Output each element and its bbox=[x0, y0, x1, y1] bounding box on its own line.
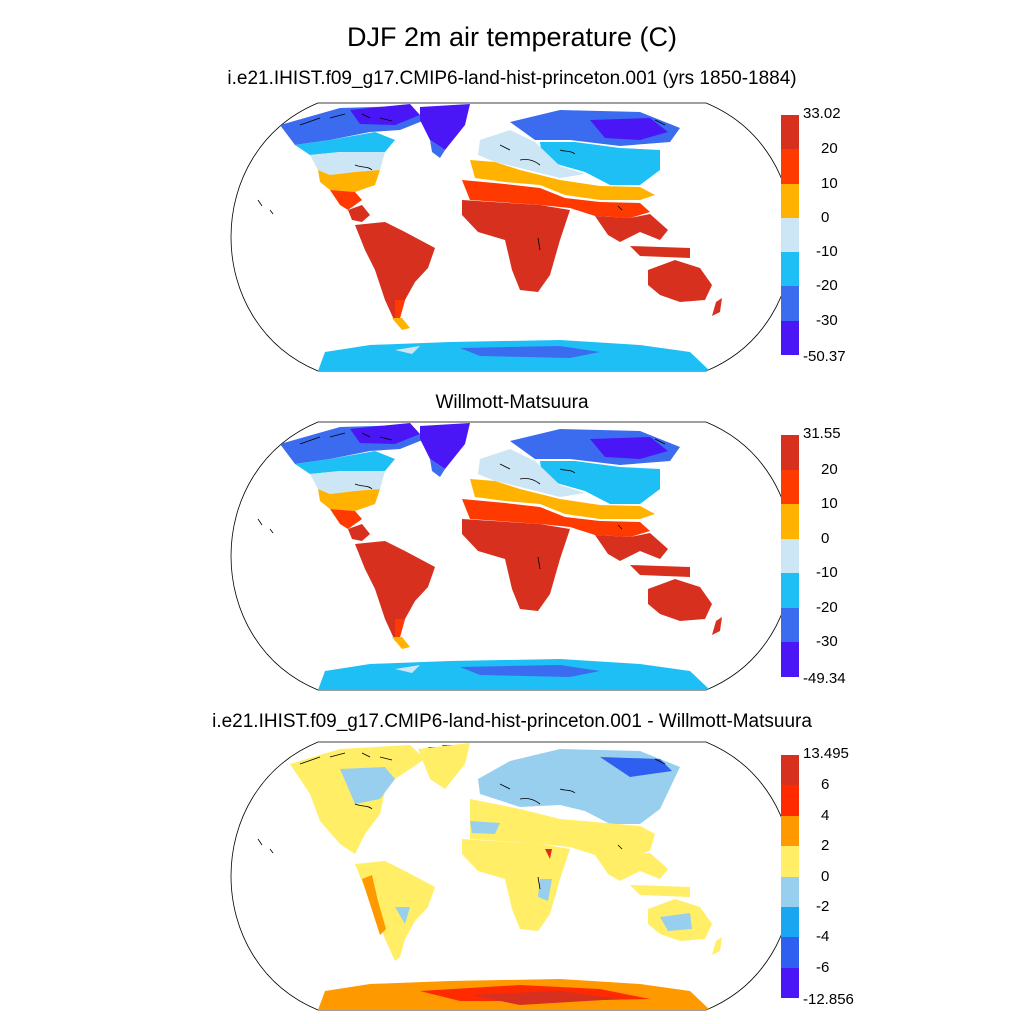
colorbar-box bbox=[781, 573, 799, 608]
colorbar-label: -30 bbox=[816, 633, 838, 651]
colorbar-box bbox=[781, 504, 799, 539]
figure-title: DJF 2m air temperature (C) bbox=[346, 22, 678, 52]
colorbar-label: -10 bbox=[816, 243, 838, 261]
map-model bbox=[230, 102, 794, 372]
colorbar-obs: 31.55 20 10 0 -10 -20 -30 -49.34 bbox=[781, 426, 871, 687]
colorbar-box bbox=[781, 846, 799, 877]
colorbar-diff: 13.495 6 4 2 0 -2 -4 -6 -12.856 bbox=[781, 746, 871, 1008]
colorbar-label: -20 bbox=[816, 598, 838, 616]
map-obs bbox=[230, 421, 794, 691]
colorbar-label: 4 bbox=[821, 806, 830, 824]
colorbar-box bbox=[781, 876, 799, 907]
colorbar-label: 6 bbox=[821, 776, 830, 794]
colorbar-label: -10 bbox=[816, 564, 838, 582]
colorbar-box bbox=[781, 785, 799, 816]
colorbar-box bbox=[781, 435, 799, 470]
panel-title-obs: Willmott-Matsuura bbox=[435, 392, 589, 413]
colorbar-box bbox=[781, 469, 799, 505]
panel-title-model: i.e21.IHIST.f09_g17.CMIP6-land-hist-prin… bbox=[227, 68, 797, 89]
colorbar-label: 0 bbox=[821, 208, 830, 226]
colorbar-box bbox=[781, 286, 799, 321]
colorbar-label: -20 bbox=[816, 277, 838, 295]
colorbar-label: 0 bbox=[821, 529, 830, 547]
colorbar-box bbox=[781, 115, 799, 150]
colorbar-label: 20 bbox=[821, 460, 838, 478]
colorbar-label: 10 bbox=[821, 495, 838, 513]
colorbar-label: -6 bbox=[816, 958, 830, 976]
map-diff bbox=[230, 741, 794, 1011]
colorbar-box bbox=[781, 937, 799, 968]
colorbar-label: -49.34 bbox=[803, 670, 846, 687]
colorbar-box bbox=[781, 755, 799, 786]
colorbar-box bbox=[781, 252, 799, 287]
panel-title-diff: i.e21.IHIST.f09_g17.CMIP6-land-hist-prin… bbox=[212, 711, 812, 732]
colorbar-box bbox=[781, 815, 799, 847]
colorbar-label: 31.55 bbox=[803, 425, 841, 442]
colorbar-label: 2 bbox=[821, 837, 830, 855]
colorbar-label: -4 bbox=[816, 928, 830, 946]
colorbar-label: -2 bbox=[816, 897, 830, 915]
colorbar-label: 10 bbox=[821, 174, 838, 192]
colorbar-box bbox=[781, 217, 799, 253]
colorbar-label: 20 bbox=[821, 140, 838, 158]
colorbar-box bbox=[781, 149, 799, 184]
colorbar-box bbox=[781, 183, 799, 218]
colorbar-label: -50.37 bbox=[803, 348, 846, 365]
colorbar-label: 13.495 bbox=[803, 745, 849, 762]
colorbar-box bbox=[781, 967, 799, 998]
colorbar-box bbox=[781, 642, 799, 677]
colorbar-label: 33.02 bbox=[803, 105, 841, 122]
colorbar-label: -30 bbox=[816, 311, 838, 329]
colorbar-label: -12.856 bbox=[803, 991, 854, 1008]
colorbar-model: 33.02 20 10 0 -10 -20 -30 -50.37 bbox=[781, 106, 871, 365]
colorbar-box bbox=[781, 320, 799, 355]
colorbar-box bbox=[781, 538, 799, 574]
colorbar-box bbox=[781, 906, 799, 938]
colorbar-box bbox=[781, 607, 799, 643]
colorbar-label: 0 bbox=[821, 867, 830, 885]
